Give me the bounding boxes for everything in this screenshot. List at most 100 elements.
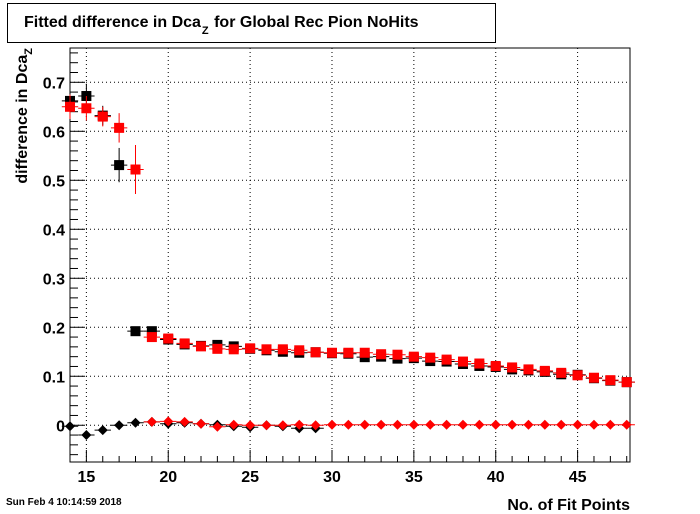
data-point xyxy=(536,419,554,430)
diamond-marker xyxy=(457,419,468,430)
chart-title-prefix: Fitted difference in Dca xyxy=(24,14,201,31)
square-marker xyxy=(490,360,501,371)
data-point xyxy=(78,430,95,441)
data-point xyxy=(225,344,242,355)
data-point xyxy=(389,419,406,430)
diamond-marker xyxy=(523,419,534,430)
y-axis-label: difference in DcaZ xyxy=(14,48,35,184)
square-marker xyxy=(310,347,321,358)
data-point xyxy=(585,372,603,383)
data-point xyxy=(274,344,292,355)
data-point xyxy=(61,421,79,432)
square-marker xyxy=(326,347,337,358)
diamond-marker xyxy=(97,425,108,436)
data-point xyxy=(503,419,521,430)
diamond-marker xyxy=(588,419,599,430)
diamond-marker xyxy=(130,417,141,428)
diamond-marker xyxy=(392,419,403,430)
data-point xyxy=(78,96,95,121)
data-point xyxy=(340,419,357,430)
x-tick-label: 20 xyxy=(159,469,177,486)
square-marker xyxy=(474,358,485,369)
data-point xyxy=(356,419,373,430)
diamond-marker xyxy=(359,419,370,430)
y-tick-label: 0.5 xyxy=(43,173,65,190)
diamond-marker xyxy=(195,418,206,429)
diamond-marker xyxy=(425,419,436,430)
square-marker xyxy=(163,333,174,344)
data-point xyxy=(291,345,308,356)
data-point xyxy=(291,419,308,430)
chart-title-subscript: Z xyxy=(201,25,209,37)
y-tick-label: 0.3 xyxy=(43,271,65,288)
square-marker xyxy=(588,372,599,383)
x-tick-label: 30 xyxy=(323,469,341,486)
timestamp: Sun Feb 4 10:14:59 2018 xyxy=(6,497,122,508)
y-tick-label: 0.7 xyxy=(43,75,65,92)
diamond-marker xyxy=(261,420,272,431)
square-marker xyxy=(294,345,305,356)
data-series-2 xyxy=(61,94,635,388)
square-marker xyxy=(228,344,239,355)
square-marker xyxy=(65,101,75,112)
data-point xyxy=(520,364,537,375)
data-point xyxy=(61,94,79,120)
data-point xyxy=(176,338,193,349)
x-tick-label: 15 xyxy=(77,469,95,486)
data-point xyxy=(602,375,619,386)
square-marker xyxy=(408,351,419,362)
chart-title: Fitted difference in Dca Z for Global Rec… xyxy=(7,3,496,43)
data-marks xyxy=(61,83,635,441)
y-tick-label: 0.4 xyxy=(43,222,65,239)
data-point xyxy=(503,362,521,373)
diamond-marker xyxy=(539,419,550,430)
data-point xyxy=(307,420,324,431)
data-point xyxy=(471,419,488,430)
square-marker xyxy=(195,341,206,352)
square-marker xyxy=(539,365,550,376)
data-point xyxy=(323,419,341,430)
data-point xyxy=(569,370,586,381)
data-point xyxy=(241,343,259,354)
data-point xyxy=(94,106,111,127)
square-marker xyxy=(146,332,157,343)
square-marker xyxy=(97,111,108,122)
data-point xyxy=(487,360,504,371)
square-marker xyxy=(556,367,567,378)
square-marker xyxy=(605,375,616,386)
data-point xyxy=(422,419,439,430)
data-point xyxy=(127,417,144,428)
data-point xyxy=(372,419,390,430)
diamond-marker xyxy=(326,419,337,430)
diamond-marker xyxy=(179,416,190,427)
data-point xyxy=(405,351,423,362)
x-tick-label: 40 xyxy=(487,469,505,486)
data-point xyxy=(209,343,226,354)
diamond-marker xyxy=(621,419,632,430)
square-marker xyxy=(376,349,387,360)
diamond-marker xyxy=(343,419,354,430)
square-marker xyxy=(146,326,157,337)
diamond-marker xyxy=(212,421,223,432)
y-tick-label: 0.6 xyxy=(43,124,65,141)
diamond-marker xyxy=(408,419,419,430)
data-point xyxy=(585,419,603,430)
diamond-marker xyxy=(277,420,288,431)
square-marker xyxy=(212,343,223,354)
data-point xyxy=(258,344,275,355)
data-point xyxy=(307,347,324,358)
y-tick-label: 0.2 xyxy=(43,320,65,337)
y-tick-label: 0 xyxy=(56,418,65,435)
data-point xyxy=(340,347,357,358)
data-point xyxy=(405,419,423,430)
diamond-marker xyxy=(605,419,616,430)
data-point xyxy=(389,349,406,360)
data-series-4 xyxy=(143,416,635,432)
square-marker xyxy=(523,364,534,375)
square-marker xyxy=(245,343,256,354)
square-marker xyxy=(392,349,403,360)
data-point xyxy=(176,416,193,427)
data-point xyxy=(94,425,111,436)
square-marker xyxy=(277,344,288,355)
diamond-marker xyxy=(441,419,452,430)
